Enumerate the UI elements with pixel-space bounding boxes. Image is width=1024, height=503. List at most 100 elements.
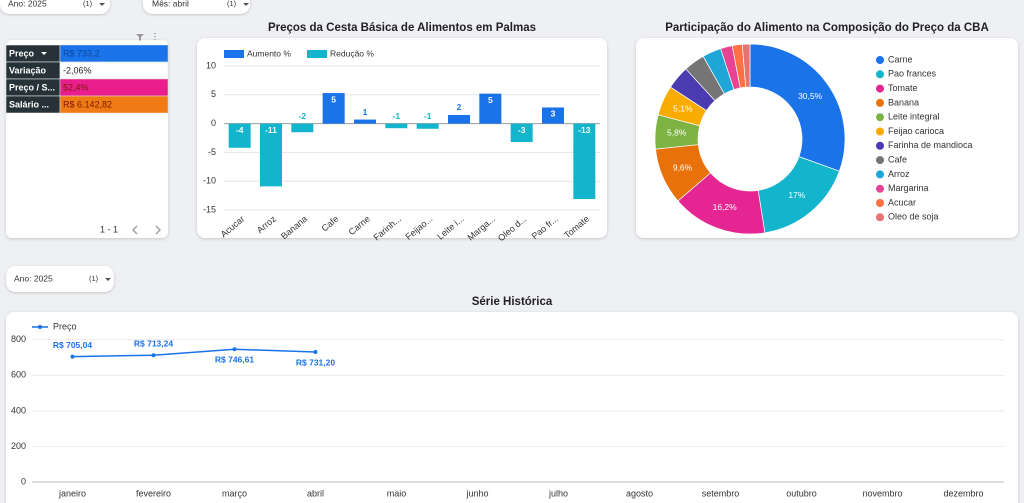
row-value-bg bbox=[59, 95, 169, 114]
y-tick-label: 200 bbox=[11, 441, 26, 451]
bar bbox=[291, 123, 314, 133]
legend-label: Aumento % bbox=[247, 48, 291, 58]
bar bbox=[416, 123, 439, 129]
legend-label: Banana bbox=[888, 97, 919, 107]
slice-label: 5,1% bbox=[673, 103, 693, 113]
pie-slice bbox=[741, 43, 751, 88]
bar bbox=[573, 123, 596, 200]
chart-title: Série Histórica bbox=[472, 296, 553, 308]
filter-count: (1) bbox=[83, 0, 93, 8]
bar bbox=[354, 119, 376, 124]
legend-label: Leite integral bbox=[888, 112, 940, 122]
bar bbox=[448, 114, 470, 124]
slice-label: 9,6% bbox=[673, 162, 693, 172]
y-tick-label: 0 bbox=[211, 118, 216, 128]
legend-dot bbox=[876, 199, 884, 207]
pagination: 1 - 1 bbox=[100, 224, 118, 234]
pie-slice bbox=[749, 43, 846, 172]
data-label: -13 bbox=[578, 125, 591, 135]
x-tick-label: outubro bbox=[786, 488, 817, 498]
data-label: -3 bbox=[518, 125, 526, 135]
line-card bbox=[6, 312, 1018, 503]
legend-dot bbox=[876, 56, 884, 64]
data-label: R$ 713,24 bbox=[134, 338, 173, 348]
bar bbox=[228, 123, 251, 148]
legend-label: Pao frances bbox=[888, 69, 937, 79]
legend-label: Arroz bbox=[888, 169, 910, 179]
data-label: 5 bbox=[331, 94, 336, 104]
data-label: 3 bbox=[551, 109, 556, 119]
legend-dot bbox=[876, 70, 884, 79]
sort-arrow[interactable] bbox=[41, 52, 47, 55]
legend-swatch bbox=[224, 50, 244, 58]
data-label: -1 bbox=[424, 111, 432, 121]
slice-label: 5,8% bbox=[667, 128, 687, 138]
filter-label: Mês: abril bbox=[152, 0, 189, 8]
row-value: -2,06% bbox=[63, 65, 92, 75]
y-tick-label: 0 bbox=[21, 476, 26, 486]
legend-label: Farinha de mandioca bbox=[888, 140, 973, 150]
filter-label: Ano: 2025 bbox=[8, 0, 47, 8]
legend-label: Acucar bbox=[888, 197, 916, 207]
legend-dot bbox=[876, 170, 884, 179]
data-label: R$ 731,20 bbox=[296, 357, 335, 367]
legend-label: Tomate bbox=[888, 83, 918, 93]
row-value: R$ 6.142,82 bbox=[63, 99, 112, 109]
legend-label: Feijao carioca bbox=[888, 126, 944, 136]
dropdown-arrow[interactable] bbox=[105, 278, 111, 281]
data-label: -2 bbox=[299, 111, 307, 121]
y-tick-label: 5 bbox=[211, 89, 216, 99]
row-header: Preço bbox=[9, 48, 35, 58]
slice-label: 17% bbox=[788, 190, 805, 200]
data-label: -4 bbox=[236, 125, 244, 135]
filter-ano[interactable] bbox=[0, 0, 110, 14]
dropdown-arrow[interactable] bbox=[243, 3, 249, 6]
legend-label: Oleo de soja bbox=[888, 212, 939, 222]
filter-icon[interactable] bbox=[136, 34, 144, 41]
y-tick-label: -15 bbox=[203, 204, 216, 214]
filter-label: Ano: 2025 bbox=[14, 273, 53, 283]
slice-label: 30,5% bbox=[798, 91, 823, 101]
x-tick-label: junho bbox=[465, 488, 488, 498]
legend-dot bbox=[876, 84, 884, 93]
x-tick-label: abril bbox=[307, 488, 324, 498]
x-tick-label: março bbox=[222, 488, 247, 498]
row-header: Preço / S... bbox=[9, 82, 55, 92]
x-tick-label: janeiro bbox=[58, 488, 86, 498]
prev-page[interactable] bbox=[132, 225, 138, 235]
bar bbox=[479, 93, 502, 124]
data-label: 5 bbox=[488, 95, 493, 105]
filter-ano-2[interactable] bbox=[6, 266, 114, 292]
filter-count: (1) bbox=[227, 0, 237, 8]
legend-dot bbox=[876, 184, 884, 193]
chart-title: Participação do Alimento na Composição d… bbox=[665, 22, 989, 34]
legend-label: Carne bbox=[888, 54, 913, 64]
bar bbox=[322, 93, 345, 124]
legend-dot bbox=[876, 113, 884, 122]
x-tick-label: dezembro bbox=[943, 488, 983, 498]
y-tick-label: -10 bbox=[203, 176, 216, 186]
x-tick-label: setembro bbox=[702, 488, 740, 498]
legend-label: Cafe bbox=[888, 154, 907, 164]
filter-mes[interactable] bbox=[143, 0, 250, 14]
bar bbox=[510, 123, 533, 143]
x-tick-label: novembro bbox=[862, 488, 902, 498]
legend-dot bbox=[876, 141, 884, 150]
line bbox=[72, 348, 316, 358]
bar bbox=[542, 107, 564, 124]
legend-label: Margarina bbox=[888, 183, 929, 193]
bar-card bbox=[197, 38, 607, 238]
dropdown-arrow[interactable] bbox=[99, 3, 105, 6]
bar bbox=[260, 123, 282, 187]
y-tick-label: 600 bbox=[11, 370, 26, 380]
data-label: 1 bbox=[363, 107, 368, 117]
y-tick-label: 800 bbox=[11, 334, 26, 344]
legend-dot bbox=[38, 325, 42, 329]
legend-dot bbox=[876, 127, 884, 136]
bar bbox=[385, 123, 408, 129]
legend-label: Redução % bbox=[330, 48, 374, 58]
filter-count: (1) bbox=[89, 274, 99, 283]
data-label: -1 bbox=[393, 111, 401, 121]
next-page[interactable] bbox=[155, 225, 161, 235]
